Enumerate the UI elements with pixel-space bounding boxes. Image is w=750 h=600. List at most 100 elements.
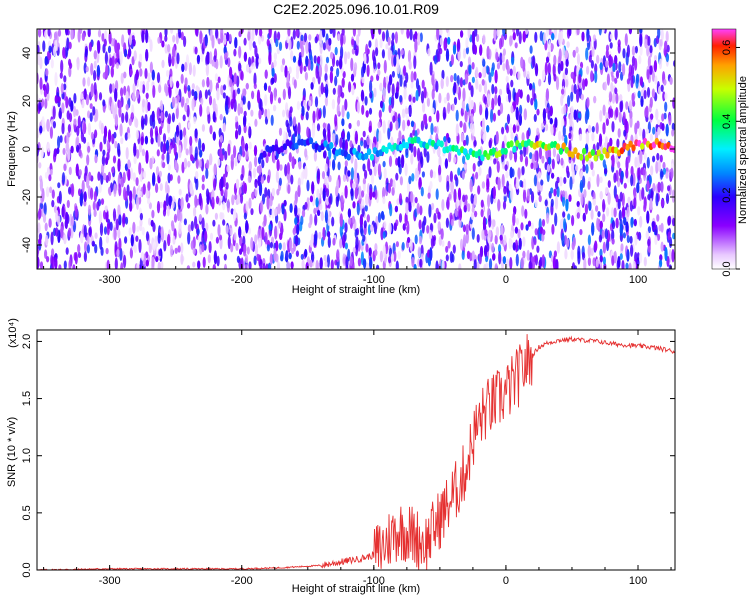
- spectrogram-cell: [106, 259, 110, 269]
- spectrogram-cell: [290, 50, 294, 61]
- spectrogram-cell: [281, 58, 286, 66]
- spectrogram-cell: [441, 69, 445, 80]
- spectrogram-cell: [381, 31, 386, 42]
- spectrogram-cell: [636, 257, 640, 267]
- spectrogram-cell: [98, 92, 103, 101]
- spectrogram-cell: [410, 120, 415, 128]
- spectrogram-cell: [447, 36, 451, 45]
- spectrogram-cell: [471, 250, 475, 262]
- spectrogram-cell: [84, 48, 88, 58]
- spectrogram-cell: [525, 224, 529, 231]
- spectrogram-cell: [252, 41, 256, 49]
- spectrogram-carrier-cell: [503, 147, 508, 155]
- spectrogram-cell: [227, 235, 231, 250]
- spectrogram-cell: [305, 40, 309, 54]
- spectrogram-cell: [327, 129, 331, 143]
- spectrogram-cell: [515, 253, 519, 267]
- spectrogram-cell: [636, 73, 640, 84]
- spectrogram-cell: [264, 94, 268, 106]
- spectrogram-cell: [449, 251, 453, 263]
- spectrogram-cell: [114, 114, 118, 127]
- spectrogram-cell: [246, 246, 250, 255]
- spectrogram-cell: [432, 236, 436, 247]
- spectrogram-cell: [630, 165, 634, 177]
- spectrogram-cell: [226, 199, 230, 213]
- spectrogram-cell: [628, 262, 632, 269]
- spectrogram-cell: [373, 130, 377, 139]
- spectrogram-cell: [362, 163, 366, 172]
- spectrogram-cell: [508, 237, 512, 250]
- spectrogram-cell: [117, 228, 121, 239]
- spectrogram-cell: [459, 120, 463, 128]
- spectrogram-cell: [646, 87, 651, 98]
- spectrogram-cell: [271, 187, 275, 197]
- spectrogram-cell: [229, 227, 233, 236]
- spectrogram-cell: [284, 65, 288, 78]
- spectrogram-cell: [300, 34, 304, 41]
- spectrogram-cell: [217, 76, 221, 84]
- spectrogram-cell: [271, 207, 275, 219]
- spectrogram-cell: [173, 213, 178, 223]
- spectrogram-cell: [187, 121, 191, 129]
- spectrogram-cell: [611, 255, 615, 266]
- spectrogram-cell: [465, 46, 469, 55]
- spectrogram-cell: [290, 174, 294, 185]
- colorbar-label: Normalized spectral amplitude: [737, 76, 749, 224]
- spectrogram-cell: [157, 133, 161, 147]
- spectrogram-cell: [366, 214, 370, 223]
- spectrogram-cell: [170, 29, 174, 34]
- spectrogram-cell: [256, 166, 260, 174]
- spectrogram-cell: [107, 45, 112, 54]
- spectrogram-cell: [135, 129, 139, 140]
- spectrogram-cell: [669, 76, 673, 85]
- spectrogram-cell: [455, 83, 459, 95]
- spectrogram-cell: [148, 202, 152, 210]
- spectrogram-cell: [87, 145, 91, 153]
- spectrogram-cell: [123, 186, 127, 201]
- spectrogram-cell: [174, 159, 178, 170]
- spectrogram-cell: [397, 156, 401, 168]
- spectrogram-cell: [215, 195, 220, 205]
- spectrogram-cell: [382, 244, 386, 259]
- spectrogram-cell: [247, 227, 252, 235]
- spectrogram-cell: [63, 163, 67, 171]
- spectrogram-cell: [48, 45, 52, 54]
- spectrogram-cell: [171, 200, 175, 209]
- spectrogram-cell: [369, 168, 373, 176]
- spectrogram-cell: [75, 163, 79, 177]
- spectrogram-cell: [351, 182, 356, 190]
- spectrogram-cell: [256, 253, 260, 262]
- spectrogram-cell: [550, 125, 554, 136]
- spectrogram-cell: [283, 199, 287, 207]
- spectrogram-cell: [405, 107, 409, 115]
- spectrogram-cell: [277, 203, 281, 215]
- spectrogram-cell: [379, 38, 383, 49]
- spectrogram-cell: [125, 147, 129, 160]
- spectrogram-cell: [149, 127, 154, 139]
- spectrogram-cell: [633, 196, 637, 209]
- spectrogram-cell: [576, 201, 580, 207]
- spectrogram-cell: [415, 89, 419, 102]
- spectrogram-cell: [261, 159, 265, 169]
- spectrogram-cell: [278, 177, 282, 186]
- spectrogram-cell: [629, 110, 633, 119]
- spectrogram-cell: [553, 250, 558, 258]
- spectrogram-cell: [369, 80, 373, 94]
- spectrogram-cell: [416, 202, 420, 214]
- spectrogram-cell: [109, 83, 113, 94]
- snr-frame: [36, 329, 676, 571]
- spectrogram-cell: [74, 252, 78, 265]
- spectrogram-cell: [197, 260, 201, 269]
- spectrogram-cell: [646, 180, 650, 192]
- spectrogram-cell: [525, 29, 529, 35]
- spectrogram-cell: [651, 88, 656, 99]
- spectrogram-cell: [443, 97, 447, 104]
- spectrogram-cell: [383, 220, 387, 229]
- spectrogram-cell: [471, 227, 475, 240]
- spectrogram-cell: [493, 158, 497, 165]
- spectrogram-cell: [636, 182, 640, 194]
- spectrogram-cell: [584, 203, 589, 215]
- spectrogram-cell: [121, 34, 125, 48]
- spectrogram-cell: [114, 88, 118, 102]
- spectrogram-cell: [576, 212, 581, 219]
